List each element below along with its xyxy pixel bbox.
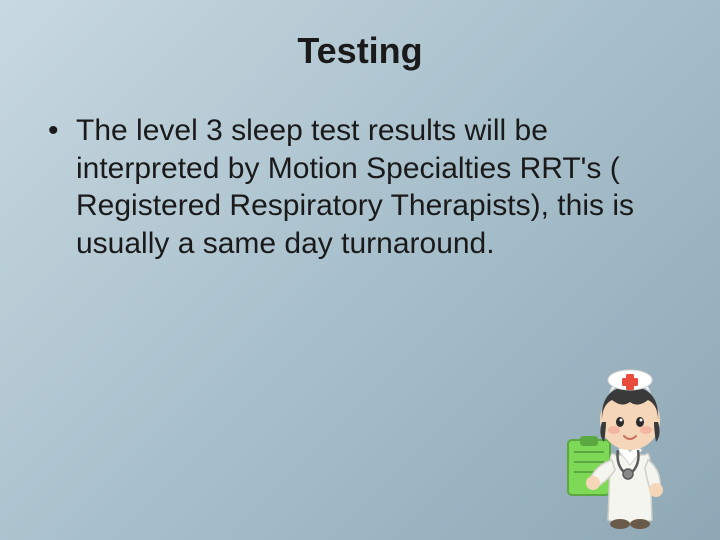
bullet-item: The level 3 sleep test results will be i… [48,112,680,262]
nurse-illustration [560,350,700,530]
slide-title: Testing [40,30,680,72]
slide-container: Testing The level 3 sleep test results w… [0,0,720,540]
bullet-list: The level 3 sleep test results will be i… [40,112,680,262]
